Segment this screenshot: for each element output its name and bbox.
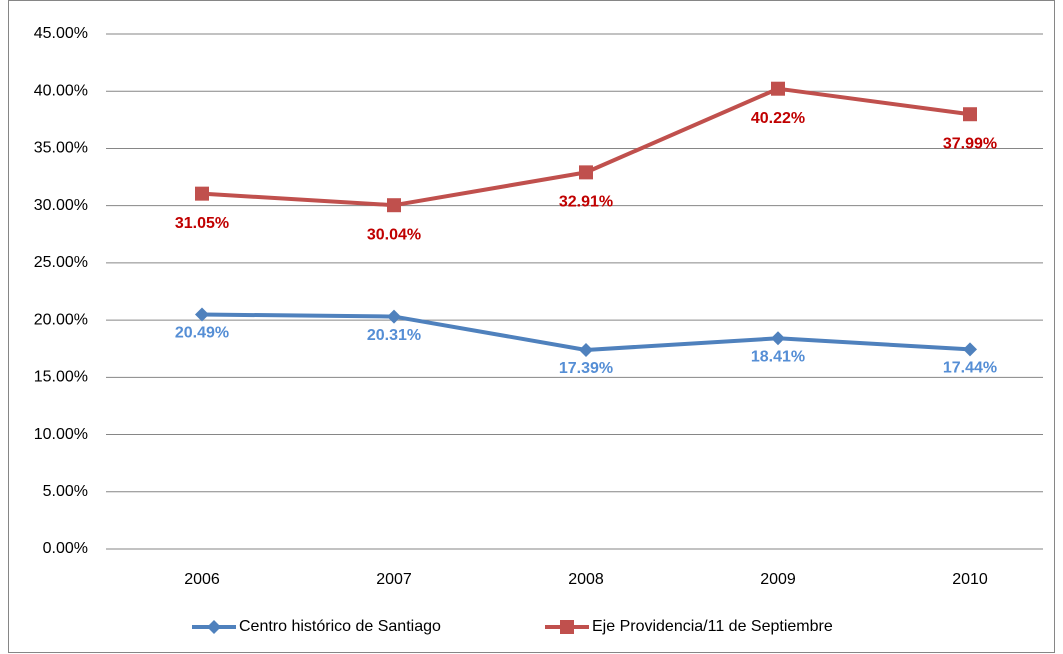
data-label: 40.22% [751, 110, 805, 127]
y-tick-label: 0.00% [43, 540, 88, 557]
data-label: 37.99% [943, 135, 997, 152]
marker [579, 165, 593, 180]
data-label: 17.39% [559, 360, 613, 377]
x-tick-label: 2010 [952, 571, 988, 588]
x-tick-label: 2007 [376, 571, 412, 588]
y-tick-label: 10.00% [34, 426, 88, 443]
marker [963, 107, 977, 122]
marker [560, 620, 574, 634]
y-tick-label: 45.00% [34, 25, 88, 42]
data-label: 18.41% [751, 349, 805, 366]
marker [771, 331, 785, 346]
y-tick-label: 5.00% [43, 483, 88, 500]
data-label: 17.44% [943, 360, 997, 377]
x-tick-label: 2008 [568, 571, 604, 588]
y-tick-label: 40.00% [34, 82, 88, 99]
marker [771, 81, 785, 96]
marker [579, 342, 593, 357]
x-tick-label: 2006 [184, 571, 220, 588]
data-label: 20.31% [367, 327, 421, 344]
data-label: 32.91% [559, 194, 613, 211]
x-tick-label: 2009 [760, 571, 796, 588]
marker [963, 342, 977, 357]
marker [195, 186, 209, 201]
marker [207, 620, 221, 634]
legend-label: Eje Providencia/11 de Septiembre [592, 618, 833, 635]
legend-label: Centro histórico de Santiago [239, 618, 441, 635]
y-tick-label: 35.00% [34, 140, 88, 157]
y-tick-label: 20.00% [34, 311, 88, 328]
data-label: 31.05% [175, 215, 229, 232]
marker [195, 307, 209, 322]
y-tick-label: 30.00% [34, 197, 88, 214]
data-label: 20.49% [175, 325, 229, 342]
marker [387, 309, 401, 324]
y-tick-label: 15.00% [34, 369, 88, 386]
chart-border [8, 0, 1055, 653]
marker [387, 198, 401, 213]
y-tick-label: 25.00% [34, 254, 88, 271]
data-label: 30.04% [367, 226, 421, 243]
